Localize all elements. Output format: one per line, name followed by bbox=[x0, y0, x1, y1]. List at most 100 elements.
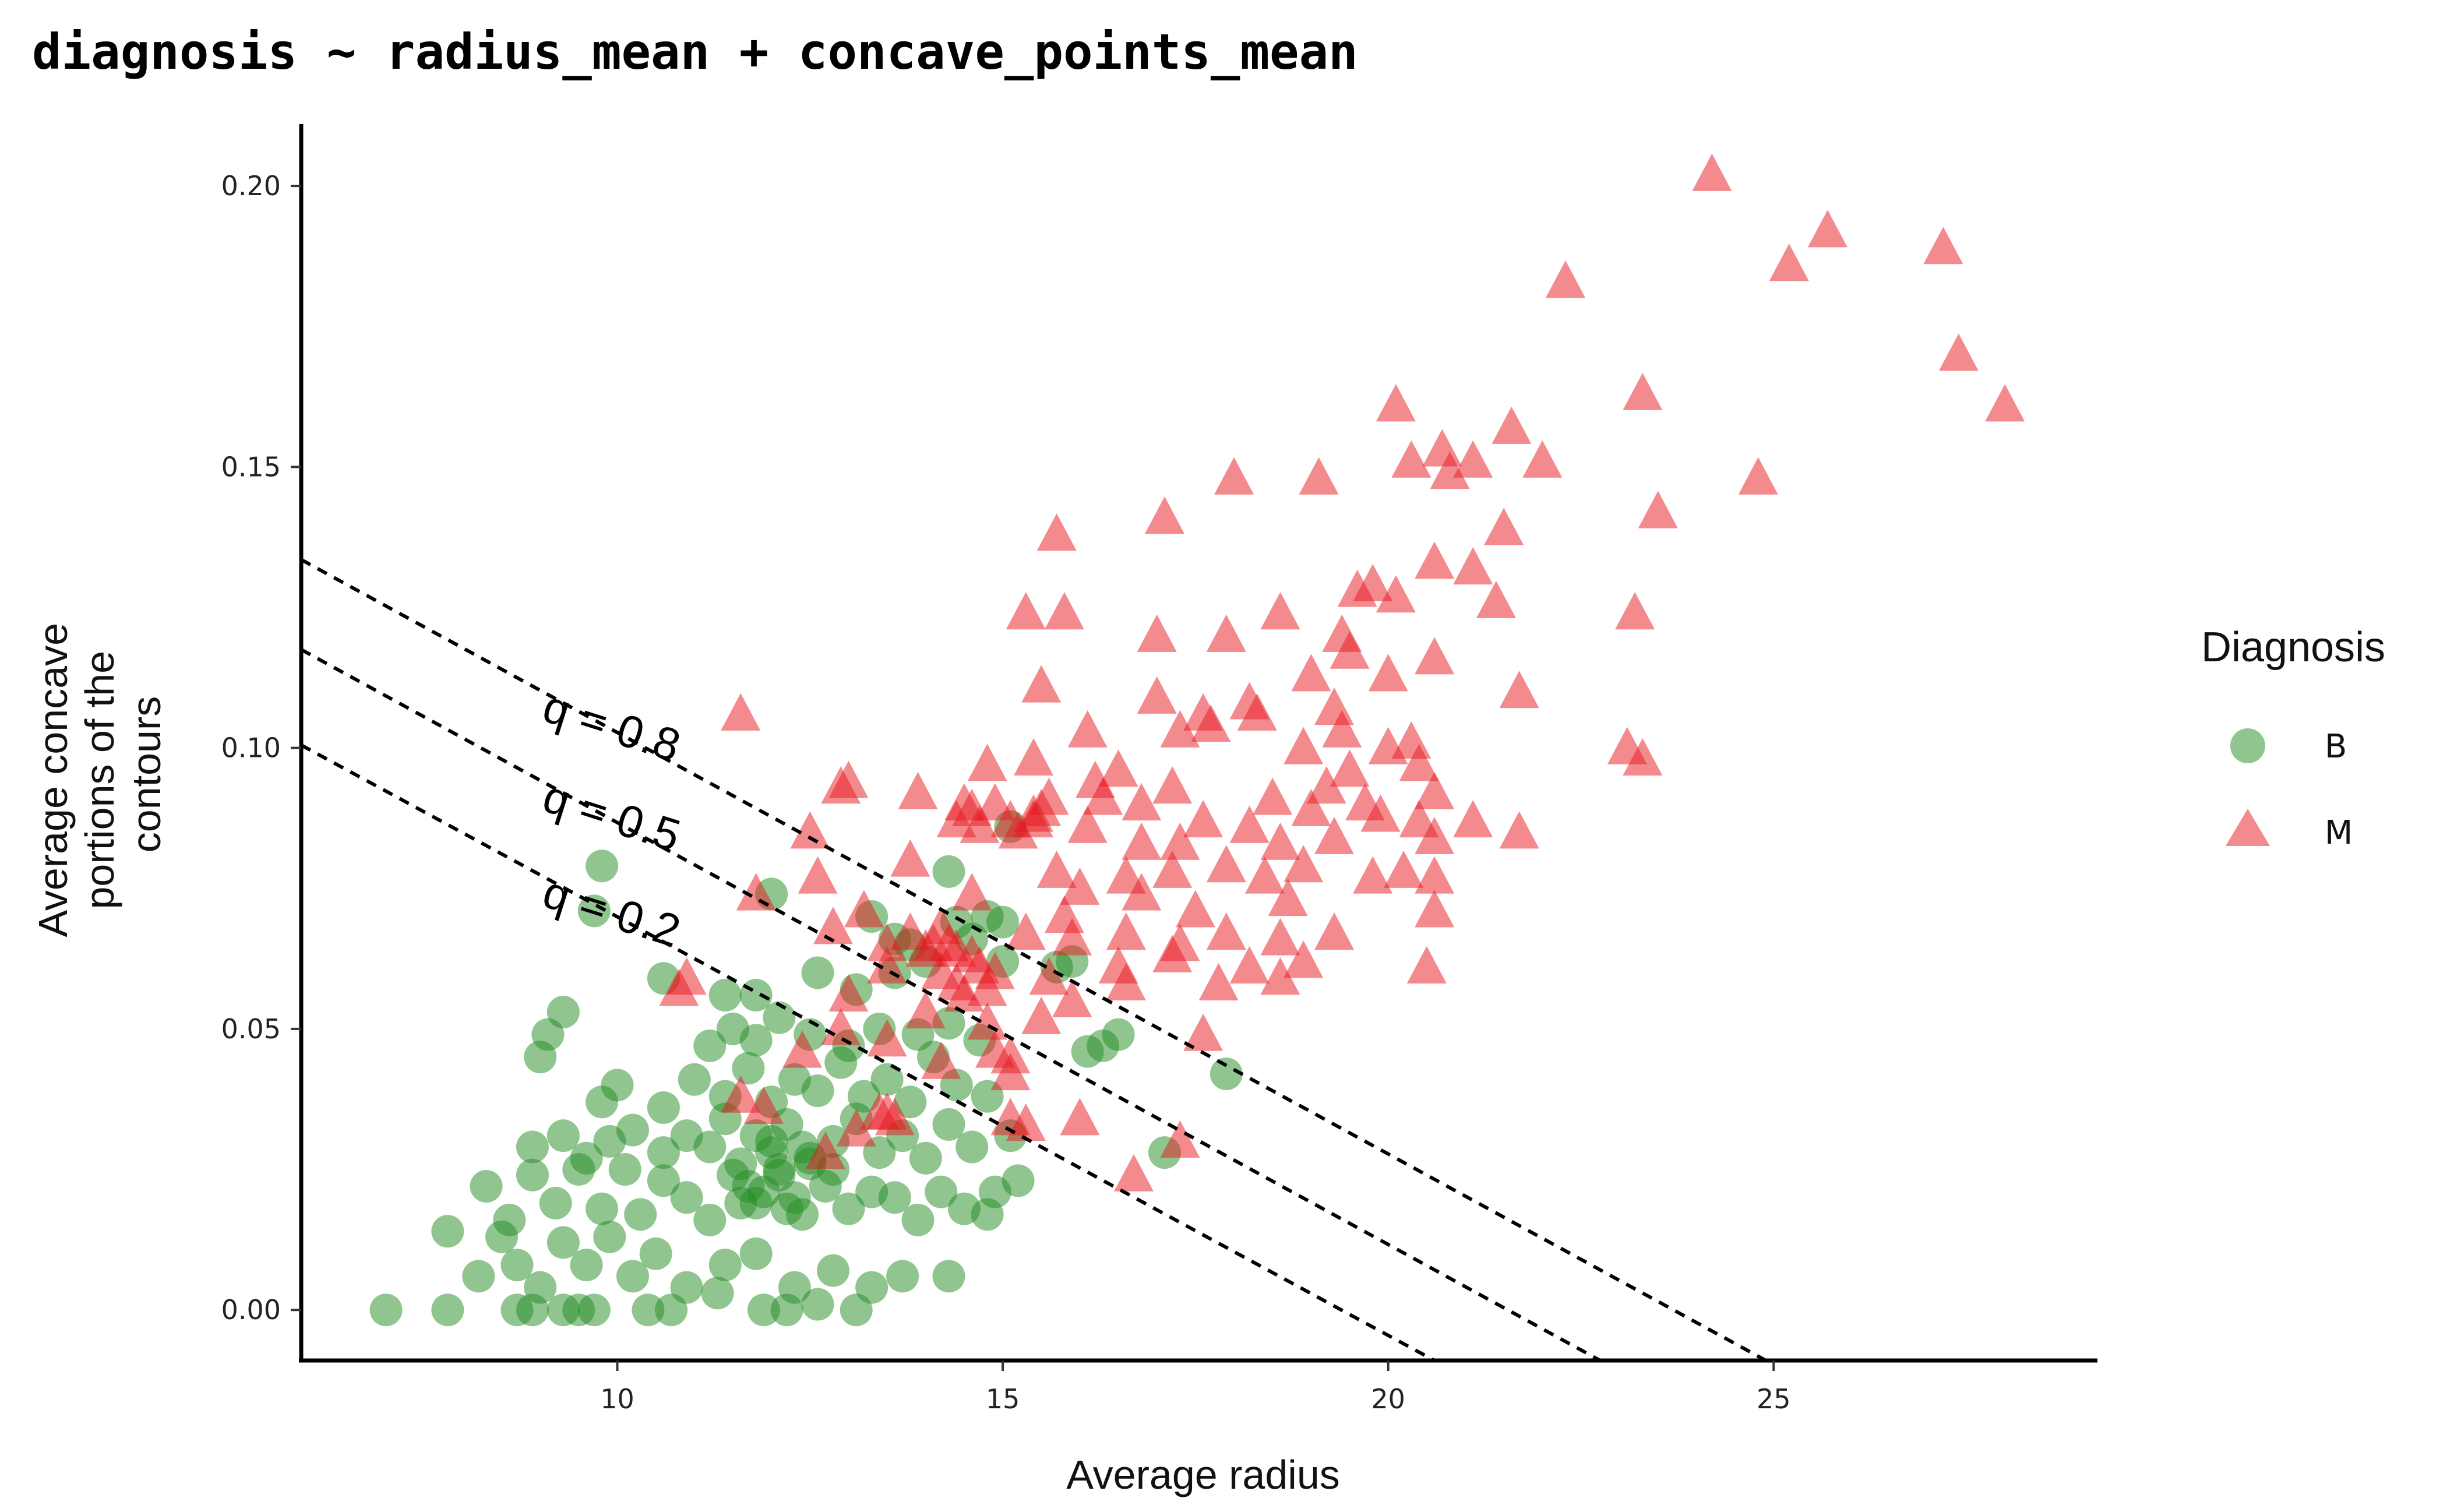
data-point-b bbox=[693, 1029, 727, 1062]
data-point-m bbox=[1175, 890, 1215, 928]
data-point-b bbox=[747, 1294, 780, 1327]
data-point-m bbox=[1284, 845, 1324, 883]
data-point-m bbox=[1314, 816, 1355, 855]
data-point-b bbox=[570, 1249, 603, 1282]
data-point-m bbox=[813, 907, 853, 944]
data-point-m bbox=[1384, 850, 1424, 888]
data-point-b bbox=[431, 1294, 464, 1327]
data-point-m bbox=[1522, 440, 1563, 478]
quantile-label: q = 0.2 bbox=[537, 866, 686, 957]
data-point-m bbox=[1615, 592, 1655, 630]
data-point-m bbox=[1306, 766, 1346, 804]
data-point-b bbox=[739, 1237, 773, 1270]
data-point-m bbox=[844, 890, 884, 928]
quantile-line bbox=[300, 743, 1436, 1362]
data-point-m bbox=[1044, 592, 1084, 630]
y-tick-label: 0.20 bbox=[221, 170, 281, 202]
data-point-m bbox=[1415, 637, 1455, 675]
data-point-m bbox=[721, 693, 761, 731]
data-point-m bbox=[1499, 811, 1539, 849]
data-point-b bbox=[932, 1108, 965, 1141]
data-point-m bbox=[1415, 890, 1455, 928]
data-point-m bbox=[921, 1041, 961, 1079]
data-point-b bbox=[462, 1260, 495, 1293]
data-point-m bbox=[1291, 788, 1331, 826]
data-point-b bbox=[878, 1181, 911, 1214]
data-point-m bbox=[1422, 429, 1462, 467]
data-point-m bbox=[867, 924, 907, 961]
data-point-m bbox=[1067, 805, 1108, 843]
data-point-m bbox=[1214, 457, 1254, 495]
quantile-label: q = 0.5 bbox=[537, 770, 686, 861]
x-axis-title: Average radius bbox=[1066, 1452, 1340, 1497]
data-point-m bbox=[1492, 406, 1532, 444]
data-point-b bbox=[739, 979, 773, 1012]
data-point-b bbox=[616, 1113, 649, 1147]
data-point-b bbox=[632, 1294, 665, 1327]
data-point-b bbox=[516, 1130, 549, 1164]
data-point-b bbox=[678, 1063, 711, 1096]
data-point-m bbox=[1006, 1103, 1046, 1141]
data-point-b bbox=[739, 1024, 773, 1057]
y-axis-title-line-3: contours bbox=[124, 696, 169, 852]
data-point-m bbox=[1692, 153, 1732, 191]
chart-title: diagnosis ~ radius_mean + concave_points… bbox=[32, 23, 1358, 80]
data-point-b bbox=[570, 1141, 603, 1175]
data-point-m bbox=[1268, 879, 1308, 917]
data-point-b bbox=[616, 1260, 649, 1293]
data-point-m bbox=[1122, 783, 1162, 821]
data-point-b bbox=[1102, 1018, 1135, 1051]
data-point-m bbox=[967, 968, 1007, 1006]
data-point-b bbox=[586, 850, 619, 883]
data-point-m bbox=[1253, 777, 1293, 815]
data-point-b bbox=[493, 1203, 526, 1236]
data-point-b bbox=[925, 1175, 958, 1208]
data-point-m bbox=[1122, 873, 1162, 911]
data-point-m bbox=[867, 1019, 907, 1057]
data-point-b bbox=[369, 1294, 403, 1327]
data-point-b bbox=[431, 1215, 464, 1248]
data-points-layer bbox=[369, 153, 2025, 1327]
legend: Diagnosis B M bbox=[2201, 624, 2385, 852]
data-point-b bbox=[832, 1192, 865, 1225]
data-point-b bbox=[724, 1186, 757, 1220]
data-point-b bbox=[701, 1277, 734, 1310]
data-point-m bbox=[1237, 693, 1277, 731]
data-point-b bbox=[586, 1192, 619, 1225]
data-point-b bbox=[577, 1294, 611, 1327]
x-tick-label: 20 bbox=[1371, 1383, 1405, 1415]
data-point-b bbox=[763, 1001, 796, 1034]
data-point-m bbox=[1029, 957, 1069, 995]
data-point-m bbox=[1152, 935, 1193, 972]
data-point-m bbox=[1484, 507, 1524, 545]
data-point-m bbox=[1415, 771, 1455, 809]
data-point-m bbox=[1314, 912, 1355, 950]
data-point-m bbox=[736, 873, 776, 911]
data-point-m bbox=[1406, 946, 1447, 984]
data-point-m bbox=[836, 1109, 876, 1147]
data-point-m bbox=[1075, 760, 1115, 798]
data-point-b bbox=[539, 1186, 572, 1220]
data-point-m bbox=[867, 1092, 907, 1130]
data-point-m bbox=[1137, 614, 1177, 652]
data-point-b bbox=[524, 1271, 557, 1304]
data-point-m bbox=[1399, 743, 1439, 781]
data-point-b bbox=[801, 1288, 834, 1321]
legend-title: Diagnosis bbox=[2201, 624, 2385, 671]
data-point-b bbox=[870, 1063, 904, 1096]
data-point-m bbox=[1137, 676, 1177, 714]
data-point-m bbox=[1183, 1013, 1224, 1051]
data-point-m bbox=[1198, 963, 1239, 1000]
data-point-b bbox=[624, 1198, 657, 1231]
legend-key-b-circle bbox=[2230, 728, 2265, 763]
data-point-m bbox=[1152, 766, 1193, 804]
data-point-b bbox=[693, 1203, 727, 1236]
data-point-m bbox=[1314, 688, 1355, 725]
data-point-m bbox=[1229, 805, 1270, 843]
data-point-m bbox=[990, 1036, 1031, 1074]
data-point-m bbox=[1021, 996, 1062, 1034]
data-point-m bbox=[1060, 1098, 1100, 1136]
data-point-b bbox=[708, 1249, 742, 1282]
data-point-b bbox=[801, 1074, 834, 1108]
data-point-m bbox=[659, 968, 699, 1006]
